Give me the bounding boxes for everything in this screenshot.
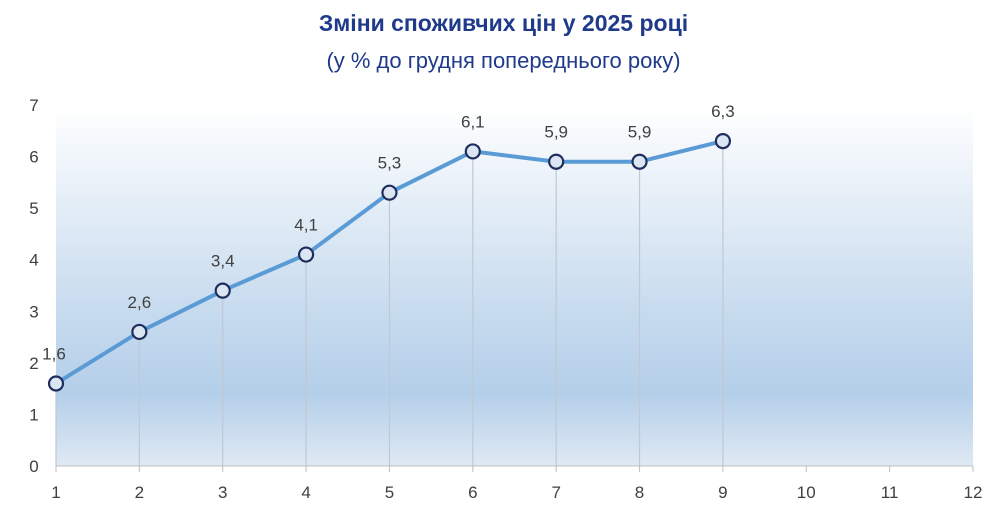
x-tick-label: 4 [301, 483, 310, 502]
x-tick-label: 11 [881, 483, 899, 502]
data-point [131, 323, 148, 341]
y-tick-label: 5 [29, 199, 38, 218]
data-label: 2,6 [128, 293, 152, 312]
data-point [47, 375, 65, 392]
y-tick-label: 1 [29, 405, 38, 424]
x-tick-label: 5 [385, 483, 394, 502]
chart-title: Зміни споживчих цін у 2025 році [318, 10, 689, 36]
x-tick-label: 12 [964, 483, 983, 502]
data-point [548, 153, 565, 170]
data-point [214, 282, 231, 299]
chart-subtitle: (у % до грудня попереднього року) [326, 48, 681, 73]
data-point [631, 153, 648, 170]
y-tick-label: 6 [29, 148, 38, 167]
x-tick-label: 7 [551, 483, 560, 502]
y-tick-label: 3 [29, 302, 38, 321]
data-label: 1,6 [42, 344, 66, 363]
data-label: 3,4 [211, 252, 235, 271]
y-tick-label: 2 [29, 354, 38, 373]
data-label: 6,3 [711, 102, 735, 121]
x-tick-label: 2 [135, 483, 144, 502]
y-tick-label: 4 [29, 251, 38, 270]
data-point [464, 143, 481, 160]
x-tick-label: 8 [635, 483, 644, 502]
plot-area [56, 105, 973, 466]
data-point [381, 184, 398, 201]
data-label: 6,1 [461, 112, 485, 131]
x-tick-label: 9 [718, 483, 727, 502]
y-tick-label: 7 [29, 96, 38, 115]
data-label: 5,9 [628, 123, 652, 142]
x-tick-label: 10 [797, 483, 816, 502]
y-tick-label: 0 [29, 457, 38, 476]
data-label: 4,1 [294, 216, 318, 235]
data-point [714, 133, 732, 150]
data-point [297, 246, 315, 263]
x-tick-label: 1 [51, 483, 60, 502]
data-label: 5,3 [378, 154, 402, 173]
x-tick-label: 6 [468, 483, 477, 502]
data-label: 5,9 [544, 123, 568, 142]
x-tick-label: 3 [218, 483, 227, 502]
